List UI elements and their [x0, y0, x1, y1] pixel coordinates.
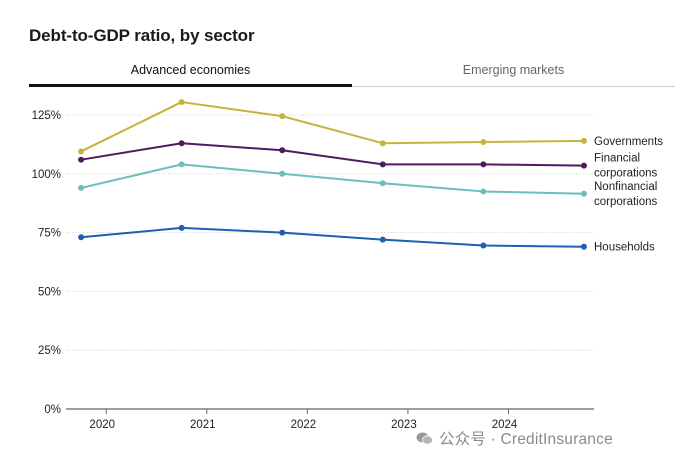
data-point [178, 161, 185, 168]
data-point [580, 243, 587, 250]
y-tick-label: 0% [44, 404, 61, 416]
data-point [279, 170, 286, 177]
data-point [379, 236, 386, 243]
y-tick-label: 100% [32, 169, 61, 181]
tab-emerging-markets[interactable]: Emerging markets [352, 58, 675, 87]
watermark: 公众号 · CreditInsurance [416, 427, 613, 449]
data-point [580, 162, 587, 169]
data-point [78, 234, 85, 241]
series-label: Governments [594, 136, 663, 148]
data-point [480, 139, 487, 146]
series-points [78, 99, 587, 250]
series-label: Households [594, 242, 655, 254]
gridlines [66, 114, 594, 410]
y-tick-label: 25% [38, 345, 61, 357]
data-point [580, 190, 587, 197]
series-line [80, 226, 584, 248]
series-line [80, 163, 584, 195]
x-tick-label: 2024 [492, 419, 518, 431]
x-tick-label: 2023 [391, 419, 417, 431]
series-label: Nonfinancial corporations [594, 181, 658, 208]
y-axis-ticks: 0% 25% 50% 75% 100% 125% [32, 110, 61, 416]
data-point [480, 242, 487, 249]
data-point [279, 113, 286, 120]
y-tick-label: 50% [38, 286, 61, 298]
series-line [80, 142, 584, 167]
watermark-text: 公众号 · CreditInsurance [439, 431, 613, 448]
data-point [78, 156, 85, 163]
series-line [80, 101, 584, 153]
data-point [480, 161, 487, 168]
series-labels: Governments Financial corporationsNonfinan… [594, 136, 663, 254]
tab-advanced-economies[interactable]: Advanced economies [29, 58, 352, 87]
x-axis-ticks: 2020 2021 2022 2023 2024 [89, 409, 518, 431]
wechat-icon [416, 432, 433, 445]
y-tick-label: 75% [38, 228, 61, 240]
data-point [379, 140, 386, 147]
chart-title: Debt-to-GDP ratio, by sector [29, 26, 255, 45]
data-point [279, 147, 286, 154]
x-tick-label: 2021 [190, 419, 216, 431]
x-tick-label: 2020 [89, 419, 115, 431]
data-point [480, 188, 487, 195]
series-label: Financial corporations [594, 153, 658, 180]
y-tick-label: 125% [32, 110, 61, 122]
economy-tabs: Advanced economies Emerging markets [29, 58, 675, 87]
data-point [580, 137, 587, 144]
data-point [178, 140, 185, 147]
data-point [379, 161, 386, 168]
data-point [178, 99, 185, 106]
data-point [78, 148, 85, 155]
data-point [178, 224, 185, 231]
x-tick-label: 2022 [291, 419, 317, 431]
data-point [379, 180, 386, 187]
data-point [279, 229, 286, 236]
data-point [78, 184, 85, 191]
series-lines [80, 101, 584, 248]
